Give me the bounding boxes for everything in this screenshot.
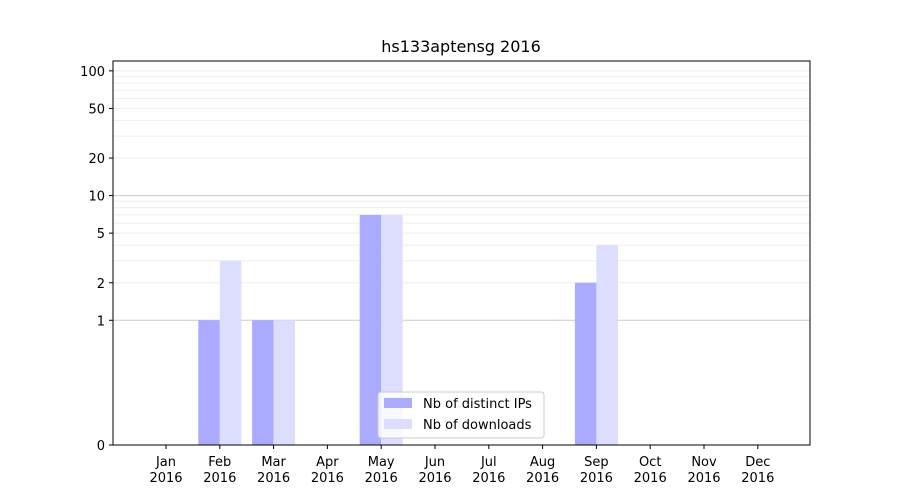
x-tick-label-month: Jul xyxy=(480,455,497,470)
x-tick-label-year: 2016 xyxy=(149,471,182,486)
legend-swatch xyxy=(384,419,412,429)
x-tick-label-year: 2016 xyxy=(580,471,613,486)
x-tick-label-year: 2016 xyxy=(418,471,451,486)
bar-downloads xyxy=(596,245,618,445)
x-tick-label-year: 2016 xyxy=(203,471,236,486)
x-tick-label-month: Oct xyxy=(639,455,661,470)
y-tick-label: 100 xyxy=(80,65,105,80)
plot-frame xyxy=(112,60,811,446)
bar-downloads xyxy=(219,260,242,445)
bar-distinct-ips xyxy=(359,214,382,445)
x-tick-label-month: Dec xyxy=(745,455,770,470)
grid-lines xyxy=(113,70,810,321)
y-tick-label: 2 xyxy=(97,277,105,292)
x-tick-label-month: Apr xyxy=(316,455,339,470)
bar-distinct-ips xyxy=(252,320,274,445)
x-tick-label-year: 2016 xyxy=(687,471,720,486)
x-tick-label-month: Nov xyxy=(691,455,717,470)
bars xyxy=(198,214,618,445)
x-tick-label-year: 2016 xyxy=(472,471,505,486)
y-tick-label: 50 xyxy=(88,102,105,117)
bar-downloads xyxy=(273,320,296,445)
x-tick-label-year: 2016 xyxy=(365,471,398,486)
y-tick-label: 1 xyxy=(97,314,105,329)
y-tick-label: 5 xyxy=(97,227,105,242)
legend: Nb of distinct IPs Nb of downloads xyxy=(377,391,545,439)
x-tick-label-month: Jun xyxy=(424,455,445,470)
y-tick-label: 20 xyxy=(88,152,105,167)
legend-swatch xyxy=(384,398,412,408)
legend-box xyxy=(377,391,545,439)
bar-distinct-ips xyxy=(198,320,220,445)
chart-title: hs133aptensg 2016 xyxy=(381,37,541,56)
x-tick-label-year: 2016 xyxy=(741,471,774,486)
x-tick-label-month: Mar xyxy=(261,455,286,470)
legend-label: Nb of downloads xyxy=(423,418,532,433)
x-tick-label-month: Aug xyxy=(530,455,555,470)
x-tick-label-month: Jan xyxy=(155,455,176,470)
x-tick-label-year: 2016 xyxy=(526,471,559,486)
bar-downloads xyxy=(381,214,403,445)
legend-label: Nb of distinct IPs xyxy=(423,397,532,412)
x-tick-label-month: Sep xyxy=(584,455,609,470)
x-axis: Jan2016Feb2016Mar2016Apr2016May2016Jun20… xyxy=(149,445,774,486)
bar-distinct-ips xyxy=(574,282,597,445)
y-tick-label: 0 xyxy=(97,439,105,454)
x-tick-label-year: 2016 xyxy=(257,471,290,486)
x-tick-label-month: May xyxy=(368,455,395,470)
y-tick-label: 10 xyxy=(88,190,105,205)
x-tick-label-year: 2016 xyxy=(634,471,667,486)
x-tick-label-year: 2016 xyxy=(311,471,344,486)
y-axis: 0 1 2 5 10 20 50 100 xyxy=(80,65,113,454)
x-tick-label-month: Feb xyxy=(208,455,231,470)
